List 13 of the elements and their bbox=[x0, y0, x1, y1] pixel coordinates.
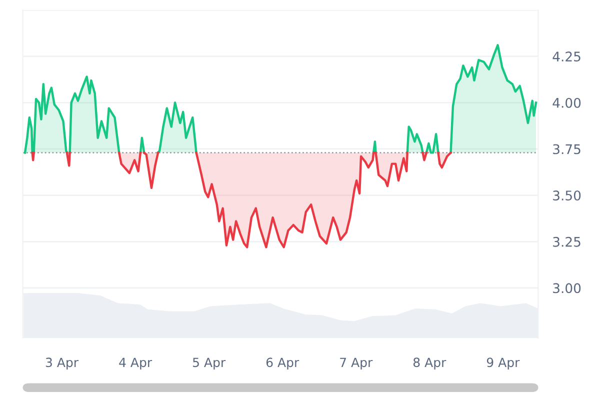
x-tick-label: 6 Apr bbox=[266, 358, 300, 370]
x-tick-label: 9 Apr bbox=[486, 358, 520, 370]
y-tick-label: 3.00 bbox=[553, 283, 581, 294]
y-tick-label: 4.25 bbox=[552, 52, 580, 62]
x-tick-label: 3 Apr bbox=[46, 358, 79, 370]
x-tick-label: 8 Apr bbox=[413, 358, 446, 370]
x-tick-label: 5 Apr bbox=[193, 358, 226, 370]
y-tick-label: 3.25 bbox=[553, 236, 580, 247]
x-tick-label: 4 Apr bbox=[119, 358, 152, 370]
x-tick-label: 7 Apr bbox=[340, 358, 373, 370]
y-tick-label: 4.00 bbox=[552, 98, 581, 108]
y-tick-label: 3.75 bbox=[553, 144, 580, 154]
y-tick-label: 3.50 bbox=[553, 190, 581, 201]
